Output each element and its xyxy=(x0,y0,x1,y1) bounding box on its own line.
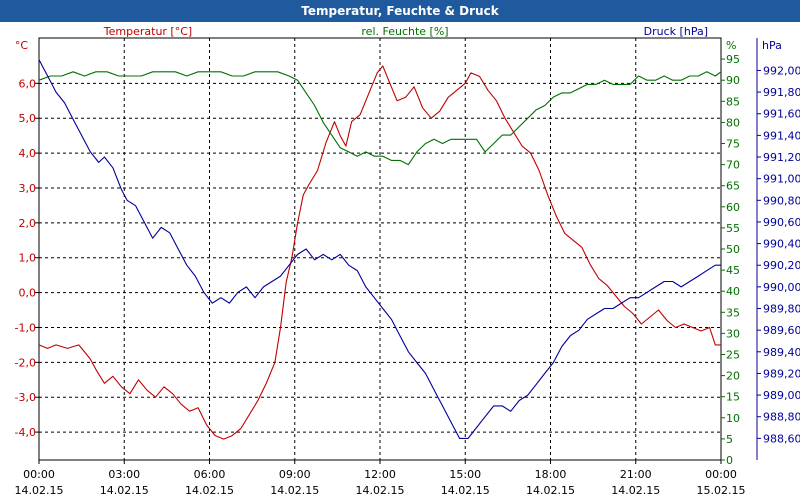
temperature-tick-label: -2,0 xyxy=(15,356,36,369)
pressure-tick-label: 991,60 xyxy=(763,108,800,121)
x-tick-date: 14.02.15 xyxy=(441,484,490,497)
pressure-tick-label: 990,60 xyxy=(763,216,800,229)
humidity-tick-label: 0 xyxy=(726,454,733,467)
series-line-pressure xyxy=(38,59,721,439)
x-tick-date: 15.02.15 xyxy=(697,484,746,497)
window-title-bar: Temperatur, Feuchte & Druck xyxy=(0,0,800,22)
temperature-tick-label: 1,0 xyxy=(19,252,37,265)
humidity-tick-label: 75 xyxy=(726,138,740,151)
humidity-tick-label: 85 xyxy=(726,95,740,108)
window-title: Temperatur, Feuchte & Druck xyxy=(301,4,499,18)
temperature-tick-label: 6,0 xyxy=(19,77,37,90)
humidity-tick-label: 5 xyxy=(726,433,733,446)
humidity-tick-label: 45 xyxy=(726,264,740,277)
x-tick-time: 21:00 xyxy=(620,468,652,481)
pressure-tick-label: 989,00 xyxy=(763,389,800,402)
pressure-tick-label: 988,80 xyxy=(763,411,800,424)
humidity-tick-label: 40 xyxy=(726,285,740,298)
pressure-tick-label: 989,20 xyxy=(763,367,800,380)
x-tick-time: 00:00 xyxy=(705,468,737,481)
pressure-tick-label: 990,20 xyxy=(763,259,800,272)
humidity-tick-label: 20 xyxy=(726,370,740,383)
humidity-tick-label: 95 xyxy=(726,53,740,66)
temperature-tick-label: 0,0 xyxy=(19,287,37,300)
temperature-tick-label: 2,0 xyxy=(19,217,37,230)
x-tick-date: 14.02.15 xyxy=(356,484,405,497)
pressure-tick-label: 989,60 xyxy=(763,324,800,337)
humidity-tick-label: 50 xyxy=(726,243,740,256)
x-tick-date: 14.02.15 xyxy=(611,484,660,497)
x-tick-time: 03:00 xyxy=(108,468,140,481)
x-tick-time: 15:00 xyxy=(449,468,481,481)
humidity-tick-label: 25 xyxy=(726,349,740,362)
x-tick-date: 14.02.15 xyxy=(270,484,319,497)
humidity-axis-label: rel. Feuchte [%] xyxy=(361,25,448,38)
series-layer xyxy=(38,59,722,440)
humidity-tick-label: 80 xyxy=(726,116,740,129)
pressure-tick-label: 989,40 xyxy=(763,346,800,359)
temperature-tick-label: -3,0 xyxy=(15,391,36,404)
grid xyxy=(39,38,721,460)
pressure-tick-label: 991,00 xyxy=(763,173,800,186)
humidity-tick-label: 35 xyxy=(726,306,740,319)
x-tick-time: 09:00 xyxy=(279,468,311,481)
pressure-tick-label: 991,40 xyxy=(763,129,800,142)
temperature-tick-label: 4,0 xyxy=(19,147,37,160)
pressure-tick-label: 990,80 xyxy=(763,194,800,207)
humidity-unit: % xyxy=(726,39,736,52)
weather-chart: °C Temperatur [°C] rel. Feuchte [%] Druc… xyxy=(0,22,800,500)
temperature-tick-label: -4,0 xyxy=(15,426,36,439)
pressure-tick-label: 988,60 xyxy=(763,432,800,445)
x-tick-date: 14.02.15 xyxy=(526,484,575,497)
temperature-tick-label: 5,0 xyxy=(19,112,37,125)
x-tick-time: 00:00 xyxy=(23,468,55,481)
axes-layer: °C Temperatur [°C] rel. Feuchte [%] Druc… xyxy=(15,25,800,497)
pressure-tick-label: 990,00 xyxy=(763,281,800,294)
humidity-tick-label: 55 xyxy=(726,222,740,235)
x-tick-date: 14.02.15 xyxy=(100,484,149,497)
humidity-tick-label: 30 xyxy=(726,327,740,340)
humidity-tick-label: 15 xyxy=(726,391,740,404)
pressure-tick-label: 991,20 xyxy=(763,151,800,164)
pressure-unit: hPa xyxy=(762,39,782,52)
humidity-tick-label: 90 xyxy=(726,74,740,87)
series-line-humidity xyxy=(38,71,722,166)
humidity-tick-label: 10 xyxy=(726,412,740,425)
x-tick-date: 14.02.15 xyxy=(15,484,64,497)
pressure-tick-label: 990,40 xyxy=(763,238,800,251)
humidity-tick-label: 70 xyxy=(726,159,740,172)
temperature-axis-label: Temperatur [°C] xyxy=(103,25,192,38)
pressure-tick-label: 989,80 xyxy=(763,303,800,316)
pressure-tick-label: 992,00 xyxy=(763,64,800,77)
series-line-temperature xyxy=(38,65,721,440)
temperature-unit: °C xyxy=(15,39,29,52)
temperature-tick-label: -1,0 xyxy=(15,321,36,334)
pressure-axis-label: Druck [hPa] xyxy=(644,25,708,38)
x-tick-time: 12:00 xyxy=(364,468,396,481)
pressure-tick-label: 991,80 xyxy=(763,86,800,99)
humidity-tick-label: 60 xyxy=(726,201,740,214)
humidity-tick-label: 65 xyxy=(726,180,740,193)
x-tick-date: 14.02.15 xyxy=(185,484,234,497)
x-tick-time: 18:00 xyxy=(535,468,567,481)
temperature-tick-label: 3,0 xyxy=(19,182,37,195)
x-tick-time: 06:00 xyxy=(194,468,226,481)
